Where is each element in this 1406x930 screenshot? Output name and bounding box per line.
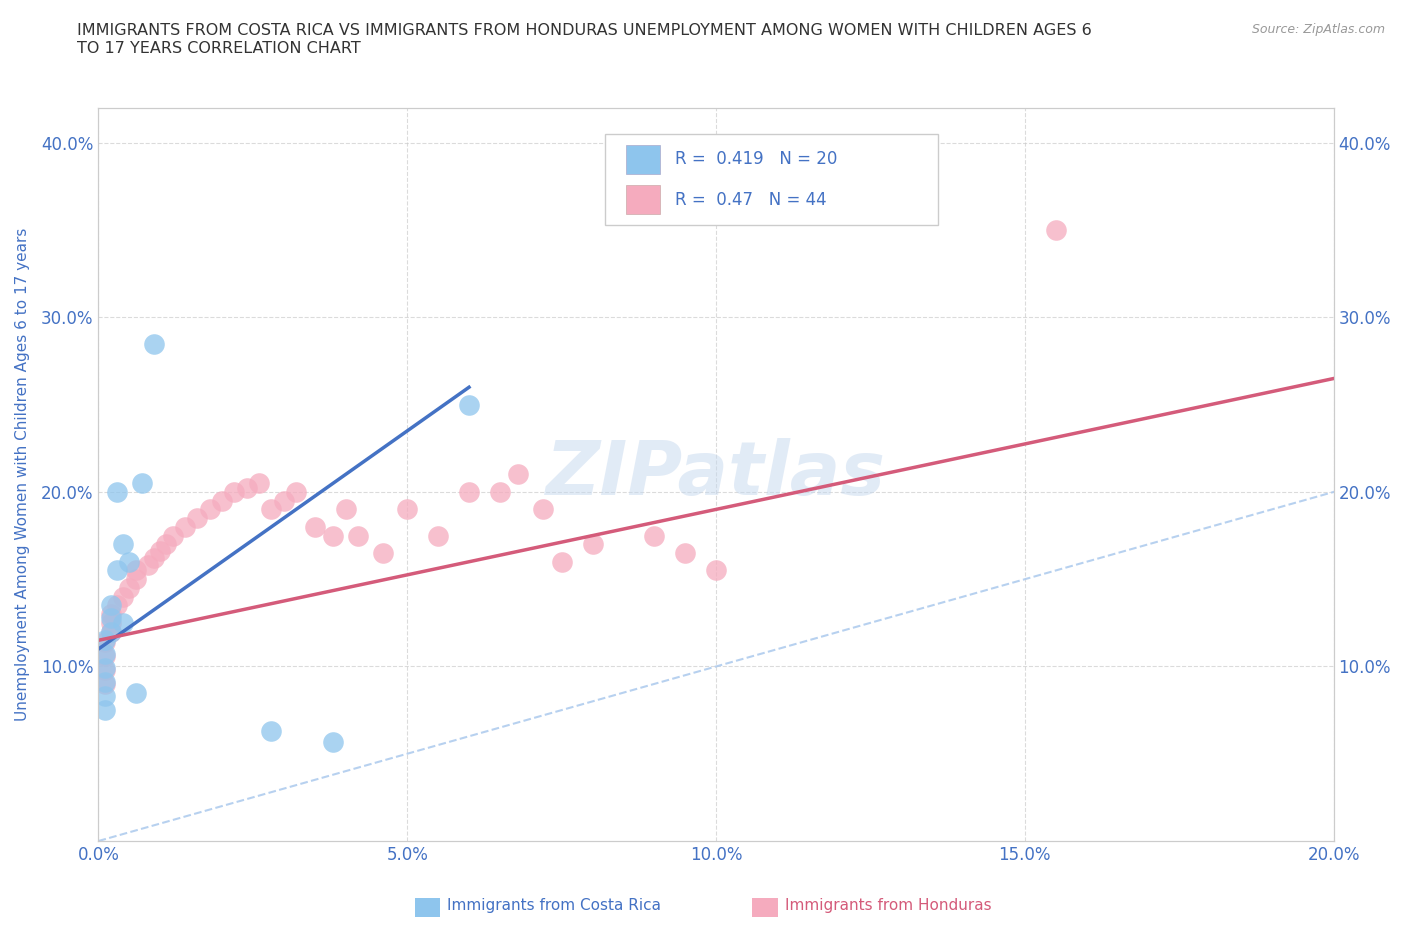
Point — [143, 551, 166, 565]
Point — [131, 476, 153, 491]
Point — [198, 502, 221, 517]
Point — [371, 546, 394, 561]
Point — [100, 606, 122, 621]
Point — [93, 634, 115, 649]
Point — [458, 485, 481, 499]
Point — [550, 554, 572, 569]
Point — [93, 675, 115, 690]
Point — [100, 616, 122, 631]
Point — [581, 537, 603, 551]
Point — [105, 485, 128, 499]
Point — [93, 689, 115, 704]
Point — [347, 528, 370, 543]
Point — [93, 632, 115, 647]
Point — [260, 724, 283, 738]
Point — [273, 493, 295, 508]
Point — [458, 397, 481, 412]
Point — [335, 502, 357, 517]
FancyBboxPatch shape — [626, 145, 661, 174]
Point — [224, 485, 246, 499]
Point — [118, 554, 141, 569]
Point — [396, 502, 419, 517]
Point — [100, 624, 122, 639]
Y-axis label: Unemployment Among Women with Children Ages 6 to 17 years: Unemployment Among Women with Children A… — [15, 228, 30, 721]
Point — [508, 467, 530, 482]
Text: IMMIGRANTS FROM COSTA RICA VS IMMIGRANTS FROM HONDURAS UNEMPLOYMENT AMONG WOMEN : IMMIGRANTS FROM COSTA RICA VS IMMIGRANTS… — [77, 23, 1092, 56]
Point — [112, 537, 135, 551]
Point — [643, 528, 665, 543]
Point — [322, 528, 344, 543]
Point — [155, 537, 177, 551]
Point — [105, 598, 128, 613]
Point — [100, 610, 122, 625]
Point — [93, 661, 115, 676]
Text: ZIPatlas: ZIPatlas — [546, 438, 886, 511]
Point — [93, 648, 115, 663]
Point — [100, 598, 122, 613]
Point — [531, 502, 554, 517]
Point — [93, 662, 115, 677]
Point — [427, 528, 450, 543]
Point — [124, 563, 146, 578]
Point — [118, 580, 141, 595]
Point — [162, 528, 184, 543]
FancyBboxPatch shape — [605, 134, 938, 225]
Point — [211, 493, 233, 508]
Point — [1045, 222, 1067, 237]
Point — [285, 485, 308, 499]
Point — [112, 616, 135, 631]
Text: Immigrants from Honduras: Immigrants from Honduras — [785, 898, 991, 913]
Point — [93, 676, 115, 691]
Point — [112, 590, 135, 604]
Point — [322, 734, 344, 749]
Text: Source: ZipAtlas.com: Source: ZipAtlas.com — [1251, 23, 1385, 36]
Point — [124, 685, 146, 700]
Point — [93, 646, 115, 661]
Point — [186, 511, 208, 525]
Point — [704, 563, 727, 578]
FancyBboxPatch shape — [626, 185, 661, 214]
Text: R =  0.47   N = 44: R = 0.47 N = 44 — [675, 191, 827, 208]
Point — [136, 558, 159, 573]
Point — [149, 544, 172, 559]
Point — [143, 336, 166, 351]
Point — [260, 502, 283, 517]
Point — [489, 485, 512, 499]
Text: Immigrants from Costa Rica: Immigrants from Costa Rica — [447, 898, 661, 913]
Point — [304, 520, 326, 535]
Text: R =  0.419   N = 20: R = 0.419 N = 20 — [675, 151, 838, 168]
Point — [100, 624, 122, 639]
Point — [673, 546, 696, 561]
Point — [235, 481, 257, 496]
Point — [124, 572, 146, 587]
Point — [247, 476, 270, 491]
Point — [93, 703, 115, 718]
Point — [105, 563, 128, 578]
Point — [174, 520, 197, 535]
